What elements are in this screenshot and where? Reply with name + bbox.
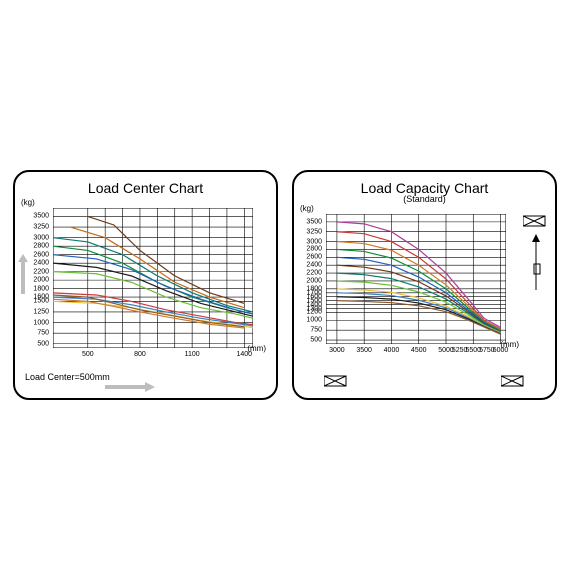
left-y-axis-labels: 3500325030002800260024002200200018001600… bbox=[29, 208, 51, 348]
boom-bottom-right-icon bbox=[501, 374, 525, 390]
boom-top-icon bbox=[523, 214, 547, 230]
boom-bottom-left-icon bbox=[324, 374, 348, 390]
left-x-unit: (mm) bbox=[247, 344, 266, 353]
left-plot bbox=[53, 208, 253, 348]
right-x-unit: (mm) bbox=[500, 340, 519, 349]
left-x-axis-labels: 50080011001400 bbox=[53, 350, 253, 362]
right-plot bbox=[326, 214, 506, 344]
left-footnote: Load Center=500mm bbox=[25, 372, 110, 382]
vertical-arrow-icon bbox=[17, 254, 29, 294]
right-y-axis-labels: 3500325030002800260024002200200018001700… bbox=[302, 214, 324, 344]
left-title: Load Center Chart bbox=[23, 180, 268, 196]
right-subtitle: (Standard) bbox=[302, 194, 547, 204]
vertical-mast-icon bbox=[531, 234, 541, 294]
load-center-chart-card: Load Center Chart (kg) 35003250300028002… bbox=[13, 170, 278, 400]
right-x-axis-labels: 300035004000450050005250550057506000 bbox=[326, 346, 506, 358]
left-y-unit: (kg) bbox=[21, 198, 35, 207]
horizontal-arrow-icon bbox=[105, 382, 155, 392]
load-capacity-chart-card: Load Capacity Chart (Standard) (kg) 3500… bbox=[292, 170, 557, 400]
right-y-unit: (kg) bbox=[300, 204, 314, 213]
